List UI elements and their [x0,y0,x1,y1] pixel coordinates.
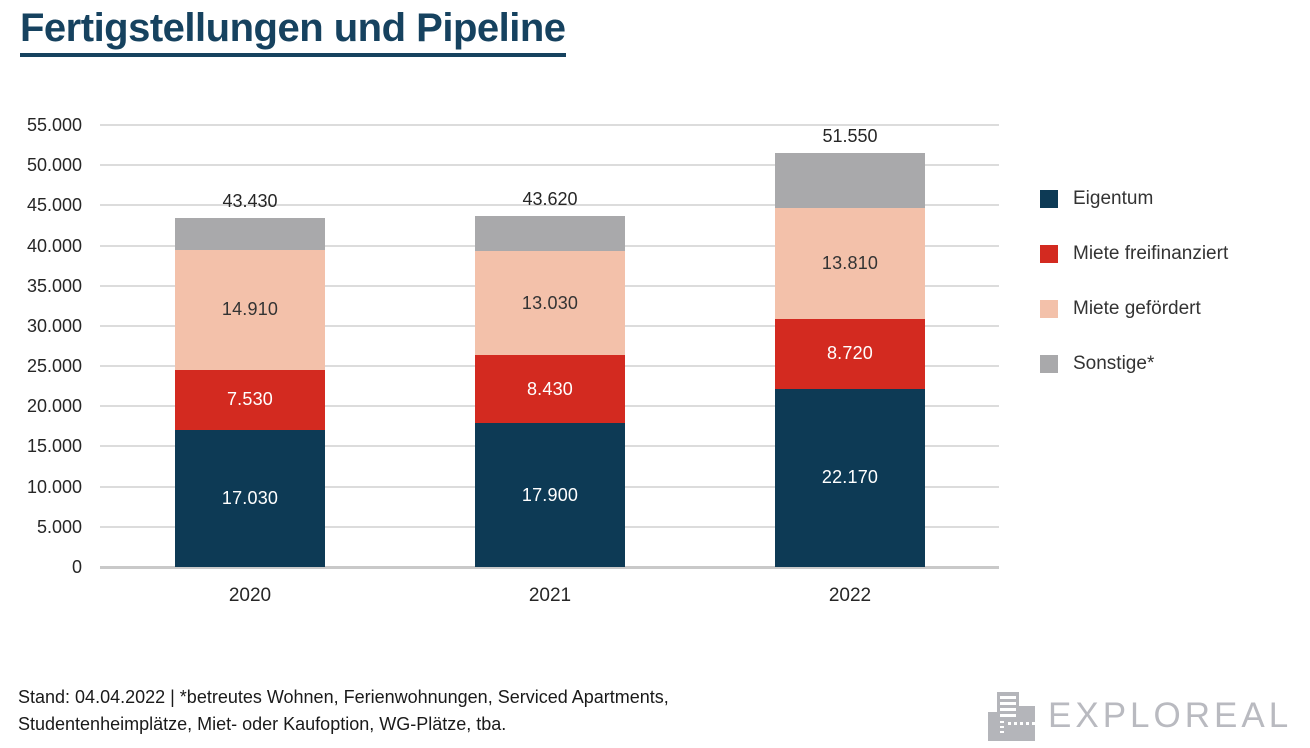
legend-label: Miete freifinanziert [1073,243,1229,264]
bar-value-label: 8.720 [826,343,874,364]
legend-item-eigentum: Eigentum [1040,188,1228,210]
y-axis-tick-label: 55.000 [26,115,82,135]
logo-text: EXPLOREAL [1048,696,1293,735]
y-axis-tick-label: 45.000 [26,195,82,216]
x-axis-tick-label: 2022 [828,585,872,606]
exploreal-logo: EXPLOREAL [988,691,1292,741]
legend-item-miete-gef-rdert: Miete gefördert [1040,298,1228,320]
bar-value-label: 8.430 [526,378,574,399]
x-axis-tick-label: 2021 [528,585,572,606]
footnote: Stand: 04.04.2022 | *betreutes Wohnen, F… [18,684,669,738]
bar-total-label: 43.620 [522,189,578,210]
page-title: Fertigstellungen und Pipeline [20,6,566,57]
y-axis-tick-label: 0 [71,557,82,577]
bar-segment-sonstige [475,216,625,251]
legend-swatch [1040,300,1058,318]
gridline [100,164,999,167]
bar-total-label: 43.430 [222,190,278,211]
bar-value-label: 7.530 [226,389,274,410]
gridline [100,124,999,126]
legend-label: Miete gefördert [1073,298,1201,319]
footnote-line2: Studentenheimplätze, Miet- oder Kaufopti… [18,714,507,734]
legend-label: Eigentum [1073,188,1154,209]
legend-item-sonstige: Sonstige* [1040,353,1228,375]
y-axis-tick-label: 30.000 [26,315,82,336]
y-axis-tick-label: 15.000 [26,436,82,457]
bar-value-label: 13.810 [821,252,879,273]
bar-segment-miete-freifinanziert: 8.430 [475,355,625,424]
y-axis-tick-label: 40.000 [26,235,82,256]
gridline [100,204,999,207]
footnote-line1: Stand: 04.04.2022 | *betreutes Wohnen, F… [18,687,669,707]
y-axis-tick-label: 20.000 [26,396,82,417]
y-axis-tick-label: 10.000 [26,476,82,497]
bar-value-label: 22.170 [821,467,879,488]
bar-segment-miete-gef-rdert: 13.030 [475,250,625,356]
bar-value-label: 14.910 [221,299,279,320]
y-axis-tick-label: 35.000 [26,275,82,296]
bar-total-label: 51.550 [822,125,878,146]
bar-segment-miete-gef-rdert: 14.910 [175,249,325,370]
x-axis-line [100,566,999,569]
legend-label: Sonstige* [1073,353,1155,374]
bar-segment-eigentum: 17.030 [175,430,325,567]
y-axis-tick-label: 50.000 [26,155,82,176]
bar-value-label: 13.030 [521,292,579,313]
legend-item-miete-freifinanziert: Miete freifinanziert [1040,243,1228,265]
bar-value-label: 17.030 [221,488,279,509]
legend-swatch [1040,190,1058,208]
x-axis-tick-label: 2020 [228,585,272,606]
y-axis-tick-label: 25.000 [26,356,82,377]
bar-segment-eigentum: 22.170 [775,388,925,567]
bar-segment-miete-gef-rdert: 13.810 [775,207,925,319]
chart-legend: Eigentum Miete freifinanziert Miete geförd… [1040,188,1228,375]
stacked-bar-chart: 0 5.000 10.000 15.000 20.000 25.000 30.000 35.0… [26,115,999,606]
legend-swatch [1040,355,1058,373]
y-axis-tick-label: 5.000 [36,516,82,537]
bar-segment-miete-freifinanziert: 7.530 [175,369,325,431]
bar-segment-eigentum: 17.900 [475,423,625,567]
bar-segment-sonstige [175,217,325,250]
bar-value-label: 17.900 [521,484,579,505]
bar-segment-miete-freifinanziert: 8.720 [775,318,925,389]
buildings-icon [988,692,1035,741]
bar-segment-sonstige [775,152,925,208]
legend-swatch [1040,245,1058,263]
